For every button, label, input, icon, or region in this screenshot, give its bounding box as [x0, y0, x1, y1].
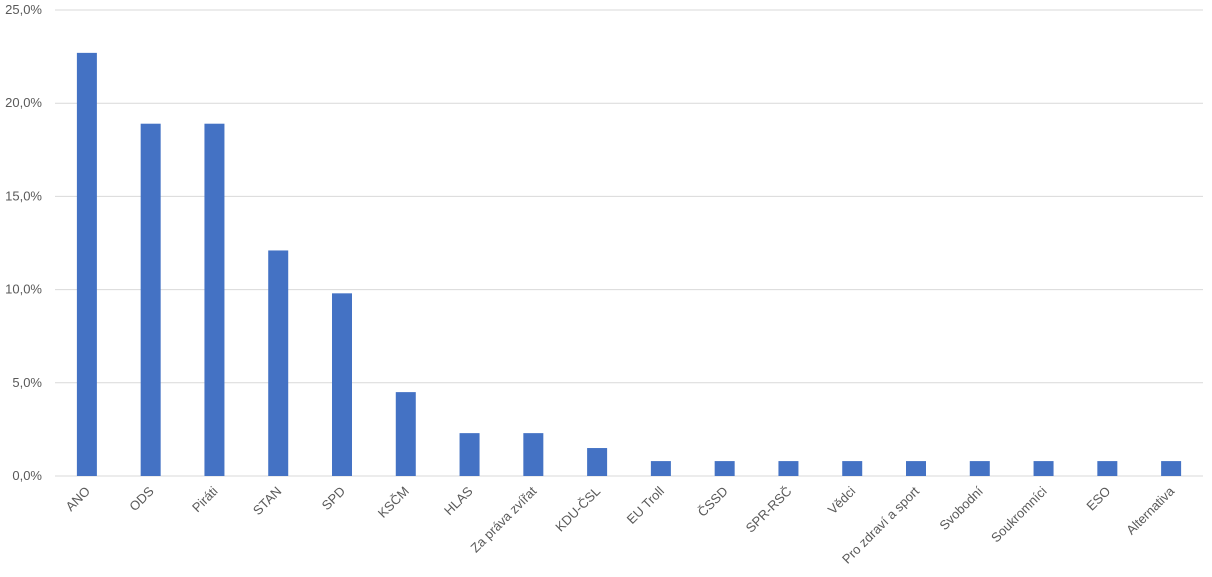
gridlines — [55, 9, 1203, 477]
bar — [587, 448, 608, 476]
x-tick-label: STAN — [250, 484, 284, 518]
x-tick-label: SPD — [319, 484, 349, 514]
bar — [1097, 461, 1118, 476]
bar — [714, 461, 735, 476]
x-tick-label: ESO — [1083, 484, 1113, 514]
y-tick-label: 5,0% — [12, 375, 42, 390]
x-tick-label: Vědci — [825, 483, 859, 517]
y-tick-label: 20,0% — [5, 95, 42, 110]
bar — [76, 52, 97, 476]
bar — [650, 461, 671, 476]
bar — [204, 123, 225, 476]
bar — [268, 250, 289, 476]
y-tick-label: 10,0% — [5, 282, 42, 297]
bar — [140, 123, 161, 476]
x-tick-label: KDU-ČSL — [552, 484, 603, 535]
bar — [969, 461, 990, 476]
y-tick-label: 0,0% — [12, 468, 42, 483]
x-tick-label: HLAS — [441, 483, 476, 518]
x-tick-label: EU Troll — [624, 483, 667, 526]
bars — [76, 52, 1182, 476]
bar — [1161, 461, 1182, 476]
x-tick-label: Svobodní — [936, 483, 986, 533]
bar — [332, 293, 352, 476]
x-tick-label: SPR-RSČ — [743, 484, 795, 536]
x-tick-label: Piráti — [189, 483, 221, 515]
x-tick-label: Alternativa — [1123, 483, 1178, 538]
x-tick-label: KSČM — [375, 484, 412, 521]
x-tick-label: Za práva zvířat — [468, 483, 540, 555]
bar — [778, 461, 799, 476]
bar — [395, 392, 416, 476]
bar — [459, 433, 480, 476]
x-tick-label: Soukromníci — [988, 483, 1050, 545]
y-tick-label: 25,0% — [5, 2, 42, 17]
bar — [523, 433, 544, 476]
bar — [906, 461, 926, 476]
x-tick-label: ČSSD — [695, 484, 731, 520]
y-tick-label: 15,0% — [5, 188, 42, 203]
y-axis-labels: 0,0% 5,0% 10,0% 15,0% 20,0% 25,0% — [5, 2, 42, 483]
x-tick-label: ODS — [126, 483, 157, 514]
bar — [1033, 461, 1054, 476]
x-tick-label: ANO — [62, 484, 93, 515]
bar — [842, 461, 863, 476]
